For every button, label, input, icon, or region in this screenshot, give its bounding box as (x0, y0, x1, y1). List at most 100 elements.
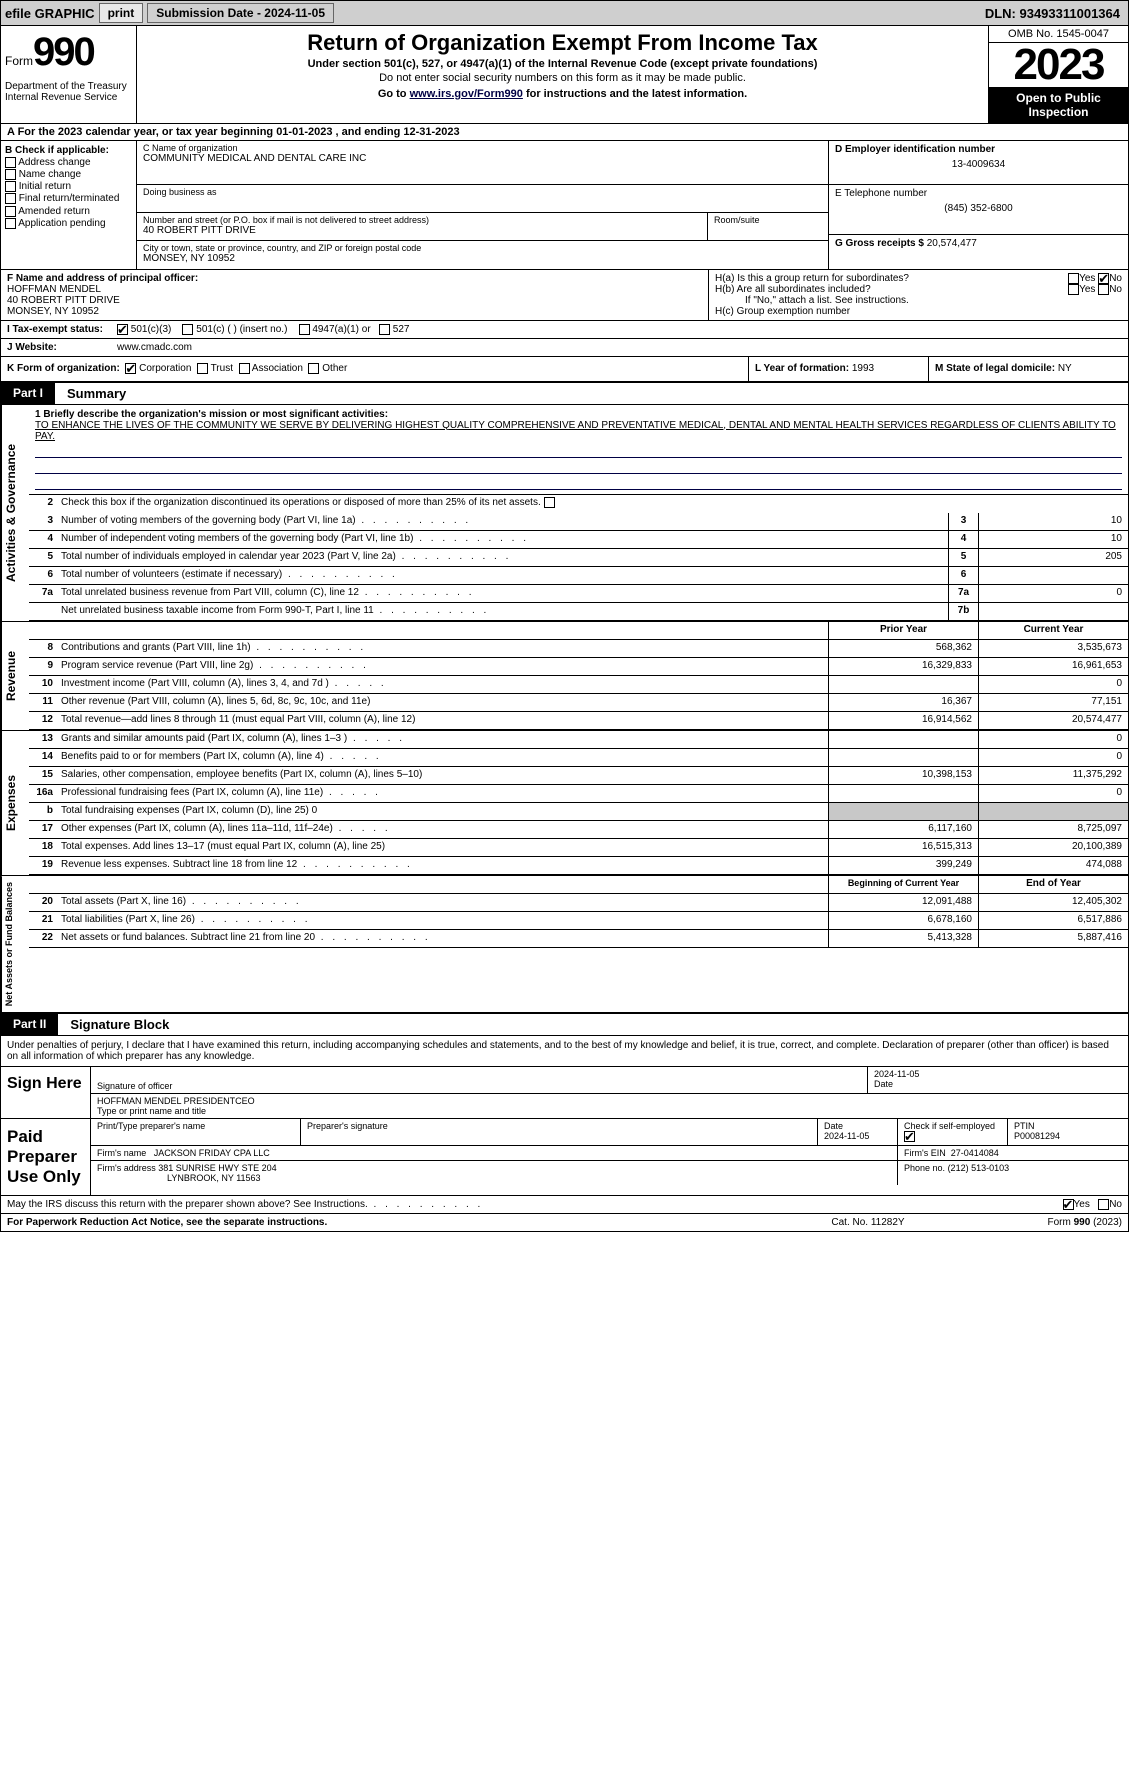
open-inspection: Open to Public Inspection (989, 87, 1128, 123)
chk-final-return[interactable]: Final return/terminated (5, 193, 132, 204)
line-19: 19Revenue less expenses. Subtract line 1… (29, 857, 1128, 875)
chk-self-employed[interactable] (904, 1131, 915, 1142)
footer-left: For Paperwork Reduction Act Notice, see … (1, 1214, 768, 1231)
chk-app-pending[interactable]: Application pending (5, 218, 132, 229)
chk-discuss-no[interactable] (1098, 1199, 1109, 1210)
address-row: Number and street (or P.O. box if mail i… (137, 213, 828, 241)
chk-501c3[interactable] (117, 324, 128, 335)
chk-discuss-yes[interactable] (1063, 1199, 1074, 1210)
line-18: 18Total expenses. Add lines 13–17 (must … (29, 839, 1128, 857)
print-button[interactable]: print (99, 3, 144, 23)
chk-initial-return[interactable]: Initial return (5, 181, 132, 192)
line-10: 10Investment income (Part VIII, column (… (29, 676, 1128, 694)
officer-typed-name: HOFFMAN MENDEL PRESIDENTCEO (97, 1096, 1122, 1106)
part-2-header: Part II Signature Block (0, 1013, 1129, 1036)
phone-value: (845) 352-6800 (835, 203, 1122, 214)
sec-i-opts: 501(c)(3) 501(c) ( ) (insert no.) 4947(a… (111, 321, 1128, 338)
top-toolbar: efile GRAPHIC print Submission Date - 20… (0, 0, 1129, 26)
line-20: 20Total assets (Part X, line 16)12,091,4… (29, 894, 1128, 912)
expenses-section: Expenses 13Grants and similar amounts pa… (0, 731, 1129, 876)
chk-line2[interactable] (544, 497, 555, 508)
sec-l: L Year of formation: 1993 (748, 357, 928, 380)
prep-date: 2024-11-05 (824, 1131, 891, 1141)
revenue-section: Revenue Prior Year Current Year 8Contrib… (0, 622, 1129, 731)
discuss-answer: Yes No (978, 1196, 1128, 1213)
ptin-value: P00081294 (1014, 1131, 1122, 1141)
chk-assoc[interactable] (239, 363, 250, 374)
net-assets-section: Net Assets or Fund Balances Beginning of… (0, 876, 1129, 1013)
section-c: C Name of organization COMMUNITY MEDICAL… (137, 141, 828, 269)
part-1-num: Part I (1, 383, 55, 404)
chk-address-change[interactable]: Address change (5, 157, 132, 168)
chk-4947[interactable] (299, 324, 310, 335)
line-3: 3Number of voting members of the governi… (29, 513, 1128, 531)
line-6: 6Total number of volunteers (estimate if… (29, 567, 1128, 585)
chk-other[interactable] (308, 363, 319, 374)
sec-i-label: I Tax-exempt status: (1, 321, 111, 338)
header-info-block: B Check if applicable: Address change Na… (0, 141, 1129, 270)
mission-label: 1 Briefly describe the organization's mi… (35, 409, 388, 420)
ein-label: D Employer identification number (835, 144, 1122, 155)
line-17: 17Other expenses (Part IX, column (A), l… (29, 821, 1128, 839)
mission-block: 1 Briefly describe the organization's mi… (29, 405, 1128, 495)
footer-mid: Cat. No. 11282Y (768, 1214, 968, 1231)
sec-m: M State of legal domicile: NY (928, 357, 1128, 380)
firm-phone-label: Phone no. (904, 1163, 945, 1173)
line-12: 12Total revenue—add lines 8 through 11 (… (29, 712, 1128, 730)
irs-link[interactable]: www.irs.gov/Form990 (410, 88, 523, 100)
chk-trust[interactable] (197, 363, 208, 374)
page-footer: For Paperwork Reduction Act Notice, see … (0, 1214, 1129, 1232)
sec-f: F Name and address of principal officer:… (1, 270, 708, 320)
paid-preparer-label: Paid Preparer Use Only (1, 1119, 91, 1195)
firm-name-label: Firm's name (97, 1148, 146, 1158)
phone-row: E Telephone number (845) 352-6800 (829, 185, 1128, 235)
efile-label: efile GRAPHIC (5, 6, 95, 21)
form-title-cell: Return of Organization Exempt From Incom… (137, 26, 988, 123)
form-title: Return of Organization Exempt From Incom… (145, 30, 980, 56)
chk-corp[interactable] (125, 363, 136, 374)
sec-k: K Form of organization: Corporation Trus… (1, 357, 748, 380)
sig-officer-label: Signature of officer (97, 1081, 861, 1091)
line-5: 5Total number of individuals employed in… (29, 549, 1128, 567)
line-7a: 7aTotal unrelated business revenue from … (29, 585, 1128, 603)
tax-year: 2023 (989, 43, 1128, 87)
line-15: 15Salaries, other compensation, employee… (29, 767, 1128, 785)
tax-exempt-row: I Tax-exempt status: 501(c)(3) 501(c) ( … (0, 321, 1129, 339)
sec-h: H(a) Is this a group return for subordin… (708, 270, 1128, 320)
part-1-title: Summary (55, 383, 138, 404)
signature-declaration: Under penalties of perjury, I declare th… (0, 1036, 1129, 1067)
sig-date: 2024-11-05 (874, 1069, 1122, 1079)
addr-label: Number and street (or P.O. box if mail i… (143, 215, 701, 225)
prep-sig-label: Preparer's signature (307, 1121, 811, 1131)
vtab-activities: Activities & Governance (1, 405, 29, 621)
ein-row: D Employer identification number 13-4009… (829, 141, 1128, 185)
chk-527[interactable] (379, 324, 390, 335)
chk-amended[interactable]: Amended return (5, 206, 132, 217)
line-21: 21Total liabilities (Part X, line 26)6,6… (29, 912, 1128, 930)
gross-label: G Gross receipts $ (835, 238, 924, 249)
line-16b: bTotal fundraising expenses (Part IX, co… (29, 803, 1128, 821)
sign-here-block: Sign Here Signature of officer 2024-11-0… (0, 1067, 1129, 1119)
line-14: 14Benefits paid to or for members (Part … (29, 749, 1128, 767)
form-ssn-note: Do not enter social security numbers on … (145, 72, 980, 84)
hb-answer: Yes No (1068, 284, 1122, 295)
discuss-row: May the IRS discuss this return with the… (0, 1196, 1129, 1214)
org-name-row: C Name of organization COMMUNITY MEDICAL… (137, 141, 828, 185)
activities-governance-section: Activities & Governance 1 Briefly descri… (0, 405, 1129, 622)
line-11: 11Other revenue (Part VIII, column (A), … (29, 694, 1128, 712)
chk-501c[interactable] (182, 324, 193, 335)
part-2-title: Signature Block (58, 1014, 181, 1035)
sec-b-label: B Check if applicable: (5, 145, 132, 156)
gross-row: G Gross receipts $ 20,574,477 (829, 235, 1128, 252)
form-org-row: K Form of organization: Corporation Trus… (0, 357, 1129, 381)
mission-text: TO ENHANCE THE LIVES OF THE COMMUNITY WE… (35, 420, 1122, 442)
addr-value: 40 ROBERT PITT DRIVE (143, 225, 701, 236)
ein-value: 13-4009634 (835, 159, 1122, 170)
part-1-header: Part I Summary (0, 382, 1129, 405)
city-label: City or town, state or province, country… (143, 243, 822, 253)
form-word: Form (5, 54, 33, 68)
chk-name-change[interactable]: Name change (5, 169, 132, 180)
hc-label: H(c) Group exemption number (715, 306, 1122, 317)
line-9: 9Program service revenue (Part VIII, lin… (29, 658, 1128, 676)
right-info-col: D Employer identification number 13-4009… (828, 141, 1128, 269)
